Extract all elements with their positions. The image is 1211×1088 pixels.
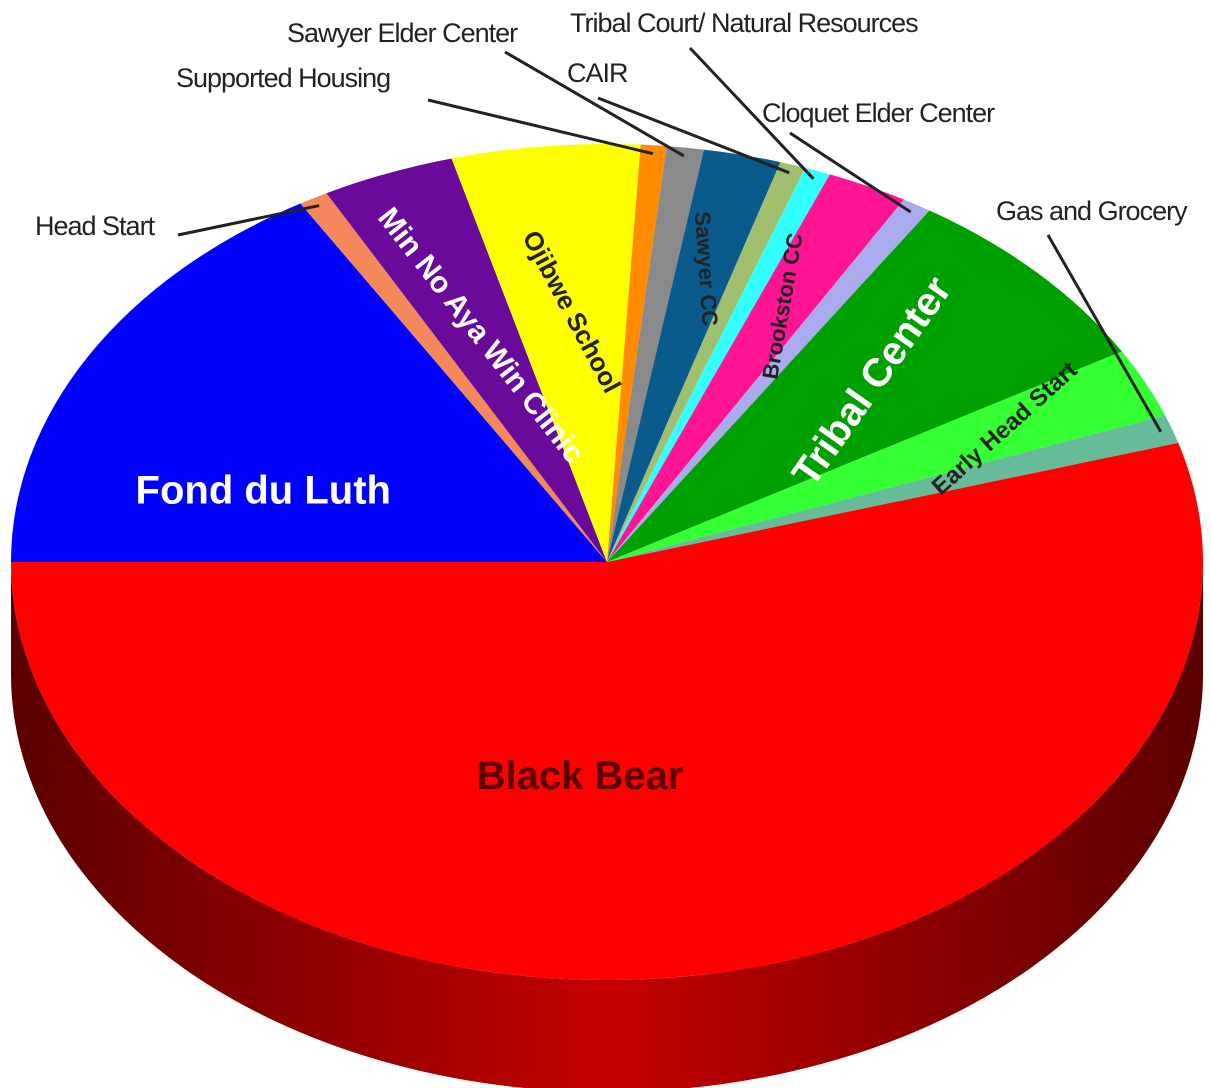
label-gas-and-grocery: Gas and Grocery	[996, 196, 1188, 226]
leader-head-start	[177, 204, 320, 237]
slice-black-bear	[11, 442, 1203, 980]
leader-sawyer-elder-center	[504, 50, 685, 158]
leader-cair	[597, 96, 790, 175]
label-black-bear: Black Bear	[477, 754, 684, 798]
label-sawyer-elder-center: Sawyer Elder Center	[287, 18, 518, 48]
slice-gas-and-grocery	[607, 415, 1179, 562]
slice-cair	[607, 162, 806, 562]
leader-supported-housing	[427, 98, 654, 156]
label-tribal-court-natural-resources: Tribal Court/ Natural Resources	[570, 8, 918, 38]
pie-3d-side	[11, 562, 1203, 1088]
slice-tribal-court-natural-resources	[607, 167, 830, 562]
slice-head-start	[300, 193, 607, 562]
label-cair: CAIR	[567, 58, 628, 88]
slice-ojibwe-school	[451, 144, 641, 563]
slice-tribal-center	[607, 210, 1122, 562]
slice-supported-housing	[607, 144, 667, 562]
label-head-start: Head Start	[35, 211, 156, 241]
label-cloquet-elder-center: Cloquet Elder Center	[762, 98, 995, 128]
slice-early-head-start	[607, 351, 1166, 562]
slice-brookston-cc	[607, 174, 904, 562]
leader-gas-and-grocery	[1046, 234, 1163, 433]
label-fond-du-luth: Fond du Luth	[136, 468, 391, 512]
slice-fond-du-luth	[11, 203, 607, 562]
leader-cloquet-elder-center	[789, 131, 912, 214]
leader-tribal-court-natural-resources	[688, 46, 815, 180]
slice-sawyer-elder-center	[607, 146, 704, 562]
slice-sawyer-cc	[607, 149, 781, 562]
slice-cloquet-elder-center	[607, 199, 930, 562]
label-supported-housing: Supported Housing	[176, 63, 390, 93]
slice-min-no-aya-win-clinic	[326, 158, 607, 563]
